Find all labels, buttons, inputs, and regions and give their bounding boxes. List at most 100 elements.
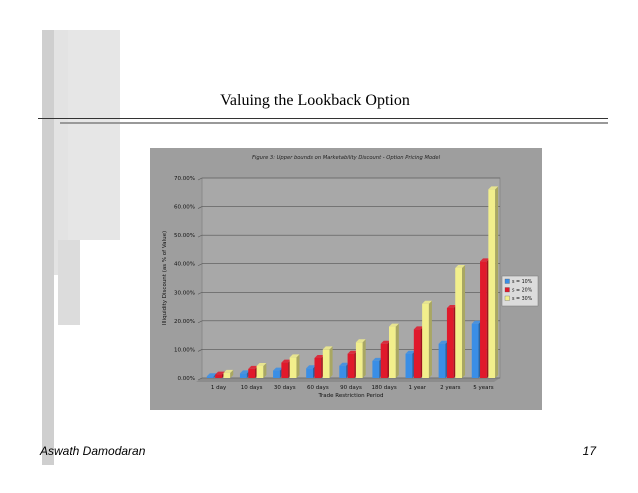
bar-top <box>206 373 217 377</box>
y-tick-label: 60.00% <box>174 205 195 211</box>
bar-side <box>462 265 466 378</box>
bar-top <box>314 355 325 358</box>
bar-top <box>289 354 300 358</box>
bar <box>389 326 396 378</box>
bar-top <box>322 346 333 350</box>
bar <box>206 376 214 378</box>
bar <box>405 353 413 378</box>
bar <box>488 189 496 378</box>
plot-floor <box>196 378 500 382</box>
bar <box>215 374 222 378</box>
bar-top <box>372 357 383 361</box>
chart-container: Figure 3: Upper bounds on Marketability … <box>150 148 542 410</box>
x-tick-label: 90 days <box>340 385 362 391</box>
bar-side <box>495 186 499 378</box>
bar <box>471 323 479 378</box>
y-tick-label: 50.00% <box>174 233 195 239</box>
bar <box>413 329 421 378</box>
y-tick-label: 30.00% <box>174 290 195 296</box>
bar-top <box>281 359 292 363</box>
footer-author: Aswath Damodaran <box>40 444 146 458</box>
bar-top <box>355 339 366 343</box>
legend-swatch <box>504 295 510 301</box>
x-tick-label: 2 years <box>440 385 461 391</box>
bar-top <box>455 265 466 268</box>
bar-top <box>405 350 416 354</box>
bar-chart: Figure 3: Upper bounds on Marketability … <box>162 155 539 399</box>
bar-top <box>273 367 283 371</box>
legend-label: s = 10% <box>512 279 533 285</box>
bar <box>355 342 363 378</box>
decor-bar-1 <box>42 30 54 465</box>
footer-page-number: 17 <box>582 444 596 458</box>
x-tick-label: 30 days <box>274 385 296 391</box>
bar-top <box>347 350 358 354</box>
bar-top <box>248 365 259 369</box>
bar-side <box>329 346 333 378</box>
legend-label: s = 20% <box>512 288 533 294</box>
bar <box>446 308 454 378</box>
bar <box>438 343 446 378</box>
decor-bar-3 <box>68 30 120 240</box>
bar-side <box>230 369 234 378</box>
bar-side <box>395 323 399 378</box>
bar-top <box>215 371 225 375</box>
bar-side <box>263 363 267 378</box>
legend-swatch <box>504 287 510 293</box>
y-tick-label: 10.00% <box>174 347 195 353</box>
bar-top <box>306 365 316 369</box>
gridline-depth <box>197 206 203 209</box>
bar <box>372 360 380 378</box>
bar-top <box>480 258 490 262</box>
bar <box>239 373 247 378</box>
bar-top <box>488 186 499 190</box>
bar-top <box>339 362 350 366</box>
bar <box>256 366 264 378</box>
bar <box>480 261 487 378</box>
bar <box>281 362 289 378</box>
slide-title: Valuing the Lookback Option <box>220 92 410 109</box>
y-tick-label: 20.00% <box>174 319 195 325</box>
bar-side <box>296 354 300 378</box>
bar-top <box>223 369 234 373</box>
x-tick-label: 180 days <box>371 385 396 391</box>
x-tick-label: 1 year <box>408 385 426 391</box>
bar-top <box>471 320 482 324</box>
x-tick-label: 10 days <box>241 385 263 391</box>
bar-top <box>438 340 449 344</box>
bar <box>248 368 256 378</box>
bar-top <box>413 326 424 330</box>
x-tick-label: 1 day <box>211 385 227 391</box>
y-tick-label: 0.00% <box>178 376 195 382</box>
title-rule-shadow <box>60 122 608 124</box>
bar-side <box>362 339 366 378</box>
x-tick-label: 60 days <box>307 385 329 391</box>
bar <box>380 343 388 378</box>
y-tick-label: 40.00% <box>174 262 195 268</box>
bar-top <box>256 363 267 366</box>
bar <box>223 372 231 378</box>
bar <box>322 349 330 378</box>
decor-bar-4 <box>58 240 80 325</box>
gridline-depth <box>197 177 203 181</box>
bar-top <box>389 323 399 327</box>
bar <box>339 365 347 378</box>
gridline-depth <box>197 263 203 266</box>
y-axis-label: Illiquidity Discount (as % of Value) <box>162 231 168 325</box>
bar-side <box>428 300 432 378</box>
x-axis-label: Trade Restriction Period <box>317 393 383 399</box>
legend-swatch <box>504 278 510 284</box>
title-rule <box>38 118 608 119</box>
gridline-depth <box>197 292 203 295</box>
gridline-depth <box>197 320 203 324</box>
gridline-depth <box>197 349 203 352</box>
bar-top <box>422 300 432 304</box>
y-tick-label: 70.00% <box>174 176 195 182</box>
bar <box>289 357 297 378</box>
bar <box>422 303 429 378</box>
bar-top <box>239 370 250 374</box>
bar <box>455 268 463 378</box>
chart-title: Figure 3: Upper bounds on Marketability … <box>252 155 441 161</box>
decor-bar-2 <box>54 30 68 275</box>
legend-label: s = 30% <box>512 296 533 302</box>
